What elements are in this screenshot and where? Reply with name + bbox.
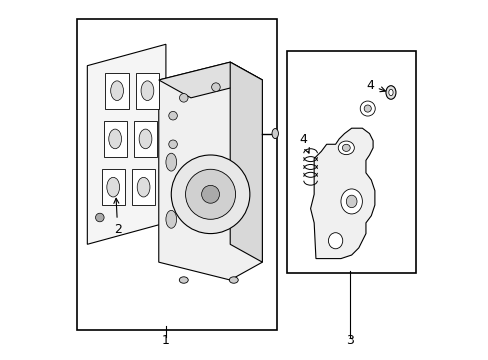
Polygon shape bbox=[310, 128, 374, 258]
Circle shape bbox=[95, 213, 104, 222]
Ellipse shape bbox=[342, 144, 349, 152]
Ellipse shape bbox=[137, 177, 150, 197]
Ellipse shape bbox=[179, 277, 188, 283]
Ellipse shape bbox=[139, 129, 152, 149]
Text: 4: 4 bbox=[365, 79, 385, 92]
Ellipse shape bbox=[338, 141, 354, 155]
Ellipse shape bbox=[364, 105, 370, 112]
Ellipse shape bbox=[165, 210, 176, 228]
Circle shape bbox=[168, 140, 177, 149]
Polygon shape bbox=[159, 62, 262, 98]
Bar bbox=[77, 19, 276, 330]
Ellipse shape bbox=[385, 86, 395, 99]
Text: 3: 3 bbox=[345, 334, 353, 347]
Ellipse shape bbox=[271, 129, 278, 139]
Ellipse shape bbox=[388, 89, 392, 96]
Ellipse shape bbox=[106, 177, 120, 197]
Polygon shape bbox=[159, 62, 262, 280]
Bar bbox=[287, 51, 415, 273]
Polygon shape bbox=[102, 169, 124, 205]
Polygon shape bbox=[132, 169, 155, 205]
Polygon shape bbox=[103, 121, 126, 157]
Circle shape bbox=[211, 83, 220, 91]
Circle shape bbox=[179, 94, 188, 102]
Circle shape bbox=[171, 155, 249, 234]
Ellipse shape bbox=[328, 233, 342, 249]
Polygon shape bbox=[87, 44, 165, 244]
Circle shape bbox=[185, 169, 235, 219]
Text: 2: 2 bbox=[114, 198, 122, 236]
Ellipse shape bbox=[340, 189, 362, 214]
Ellipse shape bbox=[165, 153, 176, 171]
Circle shape bbox=[168, 111, 177, 120]
Polygon shape bbox=[134, 121, 157, 157]
Text: 1: 1 bbox=[162, 334, 169, 347]
Ellipse shape bbox=[141, 81, 154, 100]
Polygon shape bbox=[105, 73, 128, 109]
Circle shape bbox=[201, 185, 219, 203]
Polygon shape bbox=[230, 62, 262, 262]
Ellipse shape bbox=[108, 129, 122, 149]
Ellipse shape bbox=[346, 195, 356, 208]
Ellipse shape bbox=[360, 101, 374, 116]
Polygon shape bbox=[136, 73, 159, 109]
Ellipse shape bbox=[229, 277, 238, 283]
Ellipse shape bbox=[110, 81, 123, 100]
Text: 4: 4 bbox=[299, 133, 308, 153]
